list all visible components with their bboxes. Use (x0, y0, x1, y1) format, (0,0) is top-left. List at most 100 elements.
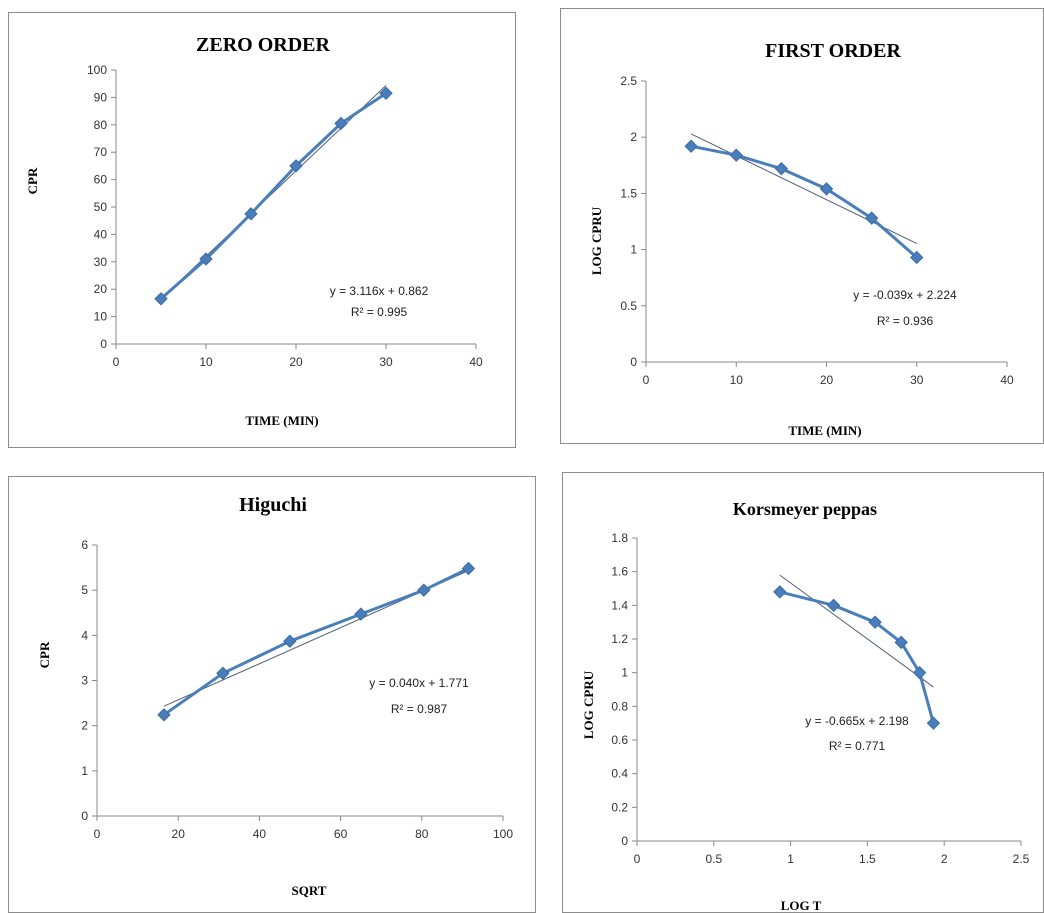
x-tick-label: 1 (787, 852, 794, 866)
y-tick-label: 2 (630, 130, 637, 144)
y-tick-label: 50 (94, 200, 108, 214)
data-point (684, 139, 698, 153)
data-point (864, 211, 879, 225)
y-tick-label: 0 (81, 809, 88, 823)
x-tick-label: 30 (379, 355, 393, 369)
data-point (199, 252, 213, 266)
y-tick-label: 100 (87, 63, 107, 77)
y-tick-label: 0.5 (620, 299, 637, 313)
chart-title: ZERO ORDER (196, 34, 330, 56)
x-tick-label: 1.5 (859, 852, 876, 866)
chart-panel-zero-order: ZERO ORDER CPR TIME (MIN) y = 3.116x + 0… (8, 12, 516, 448)
y-tick-label: 1.4 (611, 598, 628, 612)
data-point (417, 583, 431, 597)
data-point (157, 708, 171, 722)
y-tick-label: 70 (94, 145, 108, 159)
y-tick-label: 0 (621, 834, 628, 848)
x-tick-label: 20 (172, 827, 186, 841)
plot-area: 0 10 20 30 40 50 60 70 80 90 100 0 10 20 30 40 (87, 63, 483, 369)
x-tick-label: 40 (1000, 373, 1014, 387)
y-tick-label: 90 (94, 90, 108, 104)
data-point (826, 598, 841, 613)
data-point (379, 86, 393, 100)
plot-area: 0 0.2 0.4 0.6 0.8 1 1.2 1.4 1.6 1.8 0 0.5 1 1.5 2 2.5 (611, 531, 1029, 866)
plot-area: 0 0.5 1 1.5 2 2.5 0 10 20 30 40 (620, 74, 1014, 387)
y-tick-label: 0.2 (611, 800, 628, 814)
y-tick-label: 2 (81, 719, 88, 733)
x-tick-label: 0 (634, 852, 641, 866)
y-tick-label: 1.2 (611, 632, 628, 646)
x-tick-label: 10 (199, 355, 213, 369)
y-tick-label: 2.5 (620, 74, 637, 88)
chart-svg-higuchi: Higuchi CPR SQRT y = 0.040x + 1.771 R² =… (37, 494, 513, 898)
y-tick-label: 60 (94, 173, 108, 187)
x-tick-label: 40 (253, 827, 267, 841)
y-tick-label: 1.8 (611, 531, 628, 545)
chart-svg-first-order: FIRST ORDER LOG CPRU TIME (MIN) y = -0.0… (589, 40, 1014, 438)
trendline-r-squared: R² = 0.995 (351, 305, 408, 319)
data-point (894, 635, 908, 650)
x-axis-label: TIME (MIN) (788, 423, 861, 438)
y-tick-label: 0.6 (611, 733, 628, 747)
chart-svg-korsmeyer-peppas: Korsmeyer peppas LOG CPRU LOG T y = -0.6… (581, 499, 1030, 913)
x-tick-label: 0.5 (705, 852, 722, 866)
x-tick-label: 2.5 (1013, 852, 1030, 866)
trendline-equation: y = 3.116x + 0.862 (330, 284, 429, 298)
data-point (244, 207, 258, 221)
chart-panel-korsmeyer-peppas: Korsmeyer peppas LOG CPRU LOG T y = -0.6… (562, 472, 1044, 913)
y-axis-label: CPR (37, 641, 52, 668)
trendline-r-squared: R² = 0.936 (877, 314, 934, 328)
y-tick-label: 1 (621, 666, 628, 680)
x-tick-label: 60 (334, 827, 348, 841)
data-point (334, 116, 348, 131)
trendline (779, 574, 934, 688)
x-tick-label: 10 (730, 373, 744, 387)
y-tick-label: 4 (81, 628, 88, 642)
chart-svg-zero-order: ZERO ORDER CPR TIME (MIN) y = 3.116x + 0… (25, 34, 483, 428)
data-point (773, 585, 787, 599)
y-tick-label: 20 (94, 282, 108, 296)
x-tick-label: 30 (910, 373, 924, 387)
series-line (690, 144, 918, 259)
y-tick-label: 40 (94, 227, 108, 241)
x-tick-label: 40 (469, 355, 483, 369)
data-point (289, 159, 303, 173)
data-point (154, 292, 168, 306)
y-tick-label: 80 (94, 118, 108, 132)
data-point (912, 665, 927, 680)
y-axis-label: CPR (25, 167, 40, 194)
trendline-equation: y = -0.665x + 2.198 (805, 714, 909, 728)
y-tick-label: 5 (81, 583, 88, 597)
chart-panel-higuchi: Higuchi CPR SQRT y = 0.040x + 1.771 R² =… (8, 476, 536, 913)
y-tick-label: 30 (94, 255, 108, 269)
data-point (868, 615, 882, 629)
y-tick-label: 6 (81, 538, 88, 552)
y-tick-label: 0 (630, 355, 637, 369)
x-tick-label: 20 (289, 355, 303, 369)
series-line (779, 590, 935, 724)
data-point (729, 148, 743, 162)
y-tick-label: 10 (94, 310, 108, 324)
data-point (283, 634, 297, 648)
y-tick-label: 1 (630, 243, 637, 257)
data-point (774, 161, 789, 176)
chart-panel-first-order: FIRST ORDER LOG CPRU TIME (MIN) y = -0.0… (560, 8, 1044, 444)
x-tick-label: 0 (643, 373, 650, 387)
y-tick-label: 0.8 (611, 699, 628, 713)
data-point (819, 182, 834, 196)
series-line (163, 567, 470, 717)
x-axis-label: SQRT (292, 883, 327, 898)
trendline (160, 85, 387, 300)
data-point (926, 716, 941, 730)
y-tick-label: 0 (100, 337, 107, 351)
x-axis-label: LOG T (781, 898, 822, 913)
x-tick-label: 2 (941, 852, 948, 866)
x-tick-label: 0 (113, 355, 120, 369)
data-point (910, 250, 924, 265)
x-axis-label: TIME (MIN) (245, 413, 318, 428)
series-line (160, 92, 387, 300)
y-tick-label: 0.4 (611, 767, 628, 781)
y-axis-label: LOG CPRU (589, 206, 604, 275)
chart-title: Higuchi (239, 494, 307, 516)
